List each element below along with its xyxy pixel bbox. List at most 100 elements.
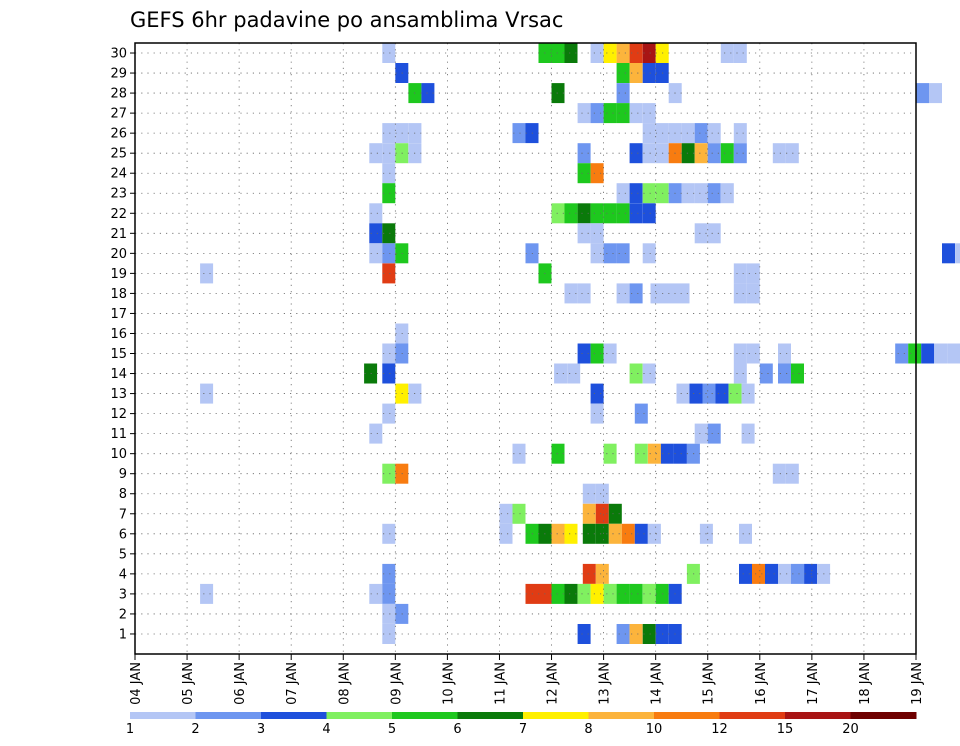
heatmap-cell xyxy=(590,203,604,224)
heatmap-cell xyxy=(908,343,922,364)
heatmap-cell xyxy=(551,523,565,544)
heatmap-cell xyxy=(642,583,656,604)
heatmap-cell xyxy=(642,183,656,204)
legend-label: 10 xyxy=(646,722,663,737)
heatmap-cell xyxy=(629,143,643,164)
heatmap-cell xyxy=(595,523,609,544)
heatmap-cell xyxy=(512,443,526,464)
heatmap-cell xyxy=(577,203,591,224)
heatmap-cell xyxy=(551,83,565,104)
heatmap-cell xyxy=(616,103,630,124)
heatmap-cell xyxy=(739,563,752,584)
heatmap-cell xyxy=(739,523,752,544)
heatmap-cell xyxy=(382,43,396,63)
heatmap-cell xyxy=(382,603,396,624)
heatmap-cell xyxy=(765,563,778,584)
heatmap-cell xyxy=(564,583,578,604)
heatmap-cell xyxy=(629,183,643,204)
heatmap-cell xyxy=(689,383,703,404)
y-tick-label: 18 xyxy=(110,287,127,302)
heatmap-cell xyxy=(955,243,960,264)
heatmap-cell xyxy=(616,43,630,63)
y-tick-label: 29 xyxy=(110,67,127,82)
heatmap-cell xyxy=(929,83,942,104)
heatmap-cell xyxy=(676,283,690,304)
heatmap-cell xyxy=(590,223,604,244)
heatmap-cell xyxy=(720,183,734,204)
y-tick-label: 2 xyxy=(119,607,127,622)
heatmap-cell xyxy=(603,443,617,464)
heatmap-cell xyxy=(200,583,214,604)
heatmap-cell xyxy=(551,43,565,63)
heatmap-cell xyxy=(499,523,513,544)
plot-frame xyxy=(134,42,917,655)
heatmap-cell xyxy=(590,243,604,264)
legend-swatch xyxy=(261,712,327,719)
heatmap-cell xyxy=(629,63,643,83)
y-axis: 1234567891011121314151617181920212223242… xyxy=(110,47,135,642)
heatmap-cell xyxy=(616,624,630,644)
y-tick-label: 16 xyxy=(110,327,127,342)
heatmap-cell xyxy=(369,583,383,604)
legend-swatch xyxy=(195,712,262,719)
heatmap-cell xyxy=(642,243,656,264)
legend-label: 15 xyxy=(777,722,794,737)
legend-label: 5 xyxy=(388,722,396,737)
y-tick-label: 22 xyxy=(110,207,127,222)
heatmap-cell xyxy=(382,583,396,604)
color-legend: 1 2 3 4 5 6 7 8 10 12 15 20 xyxy=(126,712,917,737)
heatmap-cell xyxy=(733,143,747,164)
heatmap-cell xyxy=(642,123,656,144)
heatmap-cell xyxy=(382,143,396,164)
heatmap-cell xyxy=(554,363,568,384)
legend-swatch xyxy=(719,712,786,719)
heatmap-cell xyxy=(676,383,690,404)
x-axis: 04 JAN 05 JAN 06 JAN 07 JAN 08 JAN 09 JAN 10 J… xyxy=(129,654,925,705)
heatmap-cell xyxy=(564,283,578,304)
heatmap-cell xyxy=(382,183,396,204)
heatmap-cell xyxy=(603,203,617,224)
legend-swatch xyxy=(654,712,720,719)
heatmap-cell xyxy=(590,403,604,424)
heatmap-cell xyxy=(382,563,396,584)
heatmap-cell xyxy=(673,443,687,464)
heatmap-cell xyxy=(660,443,674,464)
heatmap-cell xyxy=(512,123,526,144)
heatmap-cell xyxy=(608,523,622,544)
heatmap-cell xyxy=(382,463,396,484)
heatmap-cell xyxy=(577,343,591,364)
heatmap-cells xyxy=(200,43,960,644)
heatmap-cell xyxy=(382,123,396,144)
y-tick-label: 14 xyxy=(110,367,127,382)
y-tick-label: 9 xyxy=(119,467,127,482)
legend-label: 7 xyxy=(519,722,527,737)
heatmap-cell xyxy=(629,203,643,224)
heatmap-cell xyxy=(720,143,734,164)
heatmap-cell xyxy=(590,583,604,604)
heatmap-cell xyxy=(577,624,591,644)
y-tick-label: 12 xyxy=(110,407,127,422)
heatmap-cell xyxy=(595,483,609,504)
heatmap-cell xyxy=(564,43,578,63)
y-tick-label: 23 xyxy=(110,187,127,202)
heatmap-cell xyxy=(759,363,773,384)
heatmap-cell xyxy=(694,143,708,164)
heatmap-cell xyxy=(681,183,695,204)
heatmap-cell xyxy=(382,523,396,544)
x-tick-label: 16 JAN xyxy=(754,662,769,705)
heatmap-cell xyxy=(603,103,617,124)
heatmap-cell xyxy=(616,583,630,604)
x-tick-label: 06 JAN xyxy=(233,662,248,705)
y-tick-label: 6 xyxy=(119,527,127,542)
heatmap-cell xyxy=(634,443,648,464)
heatmap-cell xyxy=(752,563,765,584)
heatmap-cell xyxy=(642,43,656,63)
heatmap-cell xyxy=(382,403,396,424)
heatmap-cell xyxy=(616,243,630,264)
heatmap-cell xyxy=(603,243,617,264)
heatmap-cell xyxy=(791,563,804,584)
heatmap-cell xyxy=(720,43,734,63)
y-tick-label: 30 xyxy=(110,47,127,62)
